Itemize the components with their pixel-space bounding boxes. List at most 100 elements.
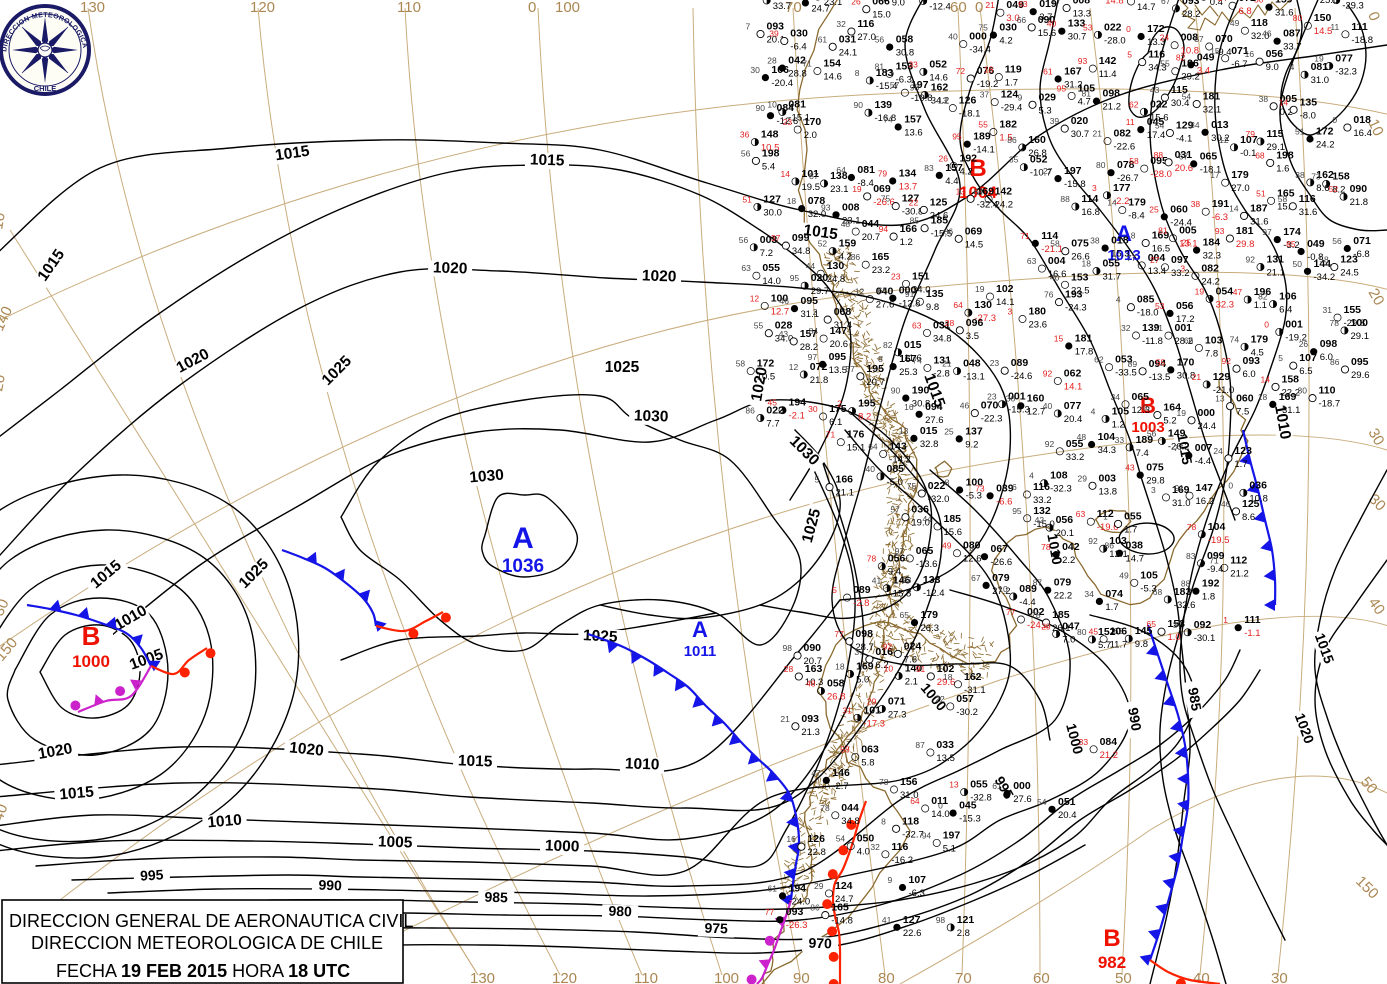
svg-text:008: 008 (1073, 0, 1091, 7)
svg-text:198: 198 (1276, 149, 1294, 161)
svg-text:87: 87 (915, 740, 925, 750)
svg-text:0: 0 (1264, 319, 1269, 329)
svg-text:2.8: 2.8 (957, 928, 970, 939)
svg-text:23.2: 23.2 (872, 265, 891, 276)
svg-text:4: 4 (970, 544, 975, 554)
svg-text:147: 147 (830, 325, 848, 337)
svg-text:4.2: 4.2 (999, 36, 1012, 47)
svg-text:10: 10 (884, 664, 894, 674)
svg-text:6: 6 (1012, 482, 1017, 492)
svg-text:13.6: 13.6 (904, 128, 923, 139)
svg-text:169: 169 (1279, 391, 1297, 403)
svg-text:21: 21 (942, 359, 952, 369)
svg-text:1.2: 1.2 (1112, 419, 1125, 430)
svg-text:9.0: 9.0 (1266, 62, 1279, 73)
svg-text:1.7: 1.7 (1124, 524, 1137, 535)
svg-text:-13.6: -13.6 (916, 559, 938, 570)
svg-text:48: 48 (806, 679, 816, 689)
svg-text:189: 189 (973, 131, 991, 143)
svg-text:30.0: 30.0 (763, 207, 782, 218)
svg-text:23: 23 (902, 575, 912, 585)
svg-text:77: 77 (834, 629, 844, 639)
svg-text:31: 31 (842, 705, 852, 715)
svg-text:23.1: 23.1 (824, 0, 843, 8)
svg-text:35: 35 (1009, 155, 1019, 165)
svg-text:1: 1 (1103, 511, 1108, 521)
svg-text:990: 990 (318, 877, 342, 894)
svg-text:61: 61 (818, 34, 828, 44)
svg-text:130: 130 (470, 970, 495, 984)
svg-text:133: 133 (923, 574, 941, 586)
svg-text:58: 58 (1319, 255, 1329, 265)
svg-text:15.6: 15.6 (1038, 28, 1057, 39)
svg-text:058: 058 (896, 34, 914, 46)
svg-text:17: 17 (1210, 170, 1220, 180)
svg-text:12.6: 12.6 (963, 554, 982, 565)
svg-text:71: 71 (1209, 555, 1219, 565)
svg-text:86: 86 (810, 903, 820, 913)
svg-text:68: 68 (1255, 150, 1265, 160)
svg-text:95: 95 (952, 132, 962, 142)
svg-text:13.4: 13.4 (1148, 266, 1167, 277)
svg-text:78: 78 (867, 554, 877, 564)
svg-text:-24.3: -24.3 (1065, 303, 1087, 314)
svg-text:137: 137 (965, 425, 983, 437)
svg-text:72: 72 (956, 66, 966, 76)
svg-text:069: 069 (965, 225, 983, 237)
svg-text:-13.1: -13.1 (963, 372, 985, 383)
svg-text:25.3: 25.3 (899, 367, 918, 378)
svg-text:179: 179 (1251, 333, 1269, 345)
svg-text:17.8: 17.8 (1075, 347, 1094, 358)
svg-text:-13.5: -13.5 (1149, 372, 1171, 383)
svg-text:21.2: 21.2 (1103, 102, 1122, 113)
svg-text:119: 119 (1005, 64, 1022, 76)
svg-text:21.3: 21.3 (801, 727, 820, 738)
svg-text:-17.3: -17.3 (863, 718, 885, 729)
svg-text:88: 88 (1181, 579, 1191, 589)
svg-text:110: 110 (634, 970, 658, 984)
svg-text:1015: 1015 (530, 151, 565, 169)
svg-text:090: 090 (804, 642, 822, 654)
svg-text:58: 58 (840, 744, 850, 754)
svg-text:125: 125 (930, 196, 948, 208)
svg-text:-34.2: -34.2 (1314, 272, 1336, 283)
svg-text:120: 120 (250, 0, 275, 16)
svg-text:82: 82 (883, 340, 893, 350)
svg-text:130: 130 (827, 260, 845, 272)
svg-text:9.8: 9.8 (926, 302, 939, 313)
svg-text:001: 001 (1285, 318, 1303, 330)
svg-text:130: 130 (974, 299, 992, 311)
svg-text:66: 66 (1184, 335, 1194, 345)
svg-text:23: 23 (990, 358, 1000, 368)
svg-text:-4.1: -4.1 (1176, 134, 1192, 145)
svg-text:46: 46 (1221, 499, 1231, 509)
svg-text:63: 63 (1018, 0, 1028, 9)
svg-text:198: 198 (762, 147, 780, 159)
svg-text:4: 4 (1290, 62, 1295, 72)
svg-text:87: 87 (1033, 578, 1043, 588)
svg-text:27.0: 27.0 (1231, 183, 1250, 194)
svg-text:079: 079 (992, 572, 1010, 584)
svg-text:13.8: 13.8 (1099, 486, 1118, 497)
svg-text:154: 154 (823, 58, 841, 70)
svg-text:6.1: 6.1 (829, 417, 842, 428)
svg-text:43: 43 (779, 329, 789, 339)
svg-text:029: 029 (1039, 91, 1057, 103)
svg-text:14: 14 (781, 169, 791, 179)
svg-text:11: 11 (1330, 22, 1339, 32)
svg-text:985: 985 (484, 889, 508, 906)
svg-text:-15.8: -15.8 (1064, 179, 1086, 190)
svg-text:090: 090 (1350, 183, 1368, 195)
svg-text:1.6: 1.6 (1276, 163, 1289, 174)
svg-text:148: 148 (761, 129, 779, 141)
svg-text:1011: 1011 (684, 643, 717, 660)
svg-text:70: 70 (955, 970, 972, 984)
svg-text:44: 44 (923, 514, 933, 524)
svg-text:26.3: 26.3 (921, 623, 940, 634)
svg-text:84: 84 (809, 326, 819, 336)
svg-text:95: 95 (1012, 506, 1022, 516)
svg-text:64: 64 (910, 796, 920, 806)
svg-text:34: 34 (1111, 392, 1121, 402)
svg-text:29.1: 29.1 (1351, 331, 1370, 342)
svg-text:21: 21 (1154, 323, 1164, 333)
